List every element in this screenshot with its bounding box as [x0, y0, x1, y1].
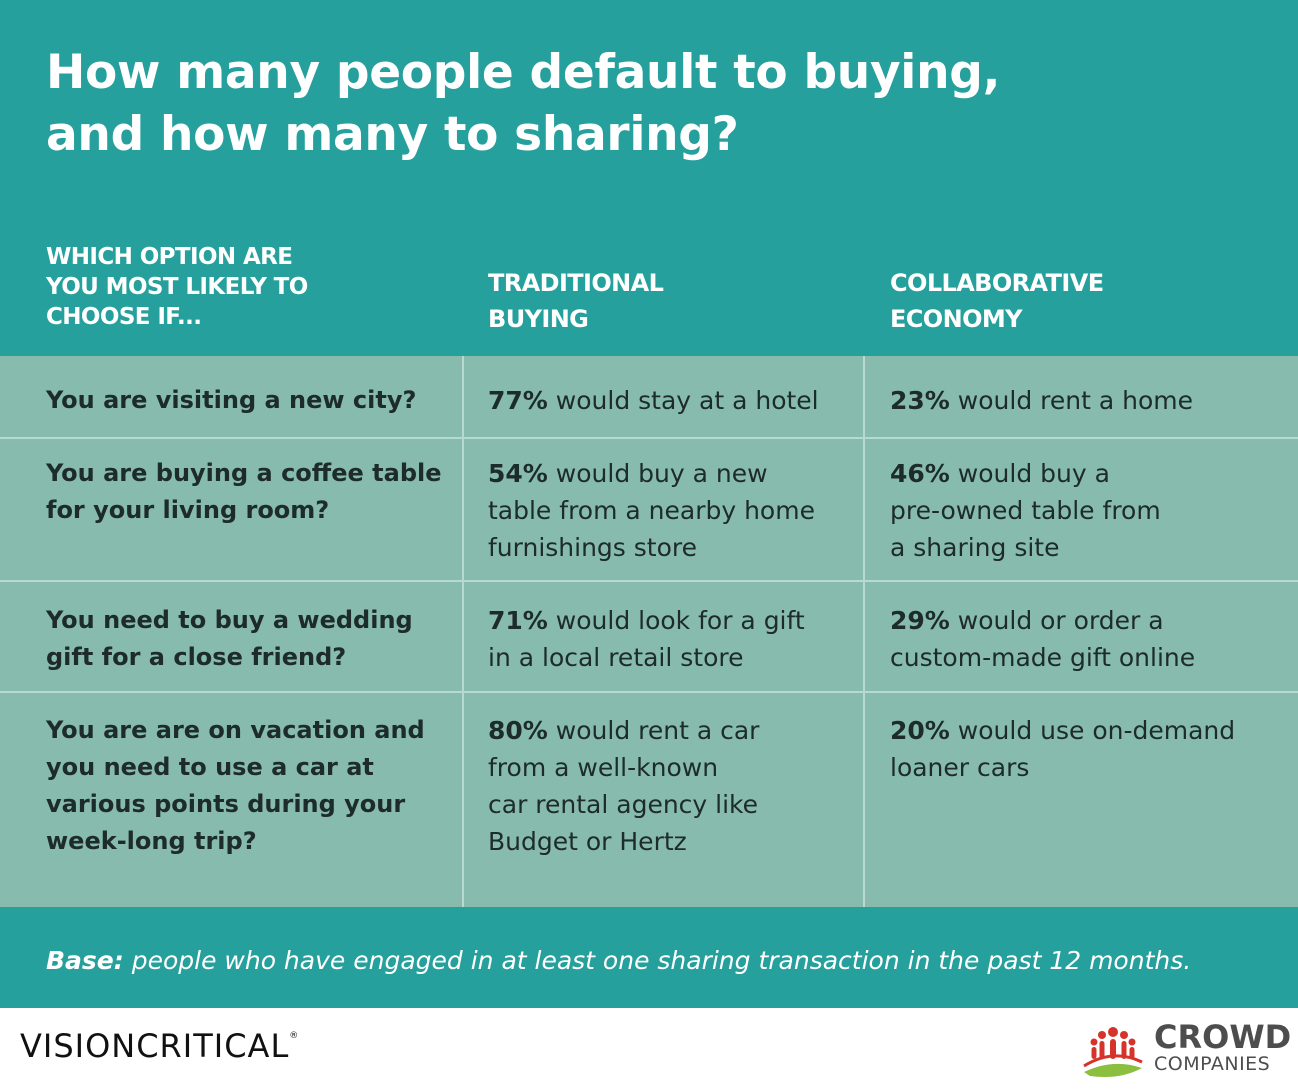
percent-value: 23% [890, 386, 950, 415]
visioncritical-logo: VISIONCRITICAL® [20, 1027, 299, 1065]
logo-text: VISIONCRITICAL [20, 1027, 290, 1065]
table-cell-traditional: 77% would stay at a hotel [488, 382, 819, 419]
logo-line-2: COMPANIES [1154, 1053, 1271, 1075]
percent-value: 80% [488, 716, 548, 745]
title-line: and how many to sharing? [46, 107, 739, 162]
column-divider [462, 356, 464, 907]
answer-text: would rent a car [547, 716, 760, 745]
answer-line: 29% would or order a [890, 602, 1195, 639]
column-header-question: WHICH OPTION ARE YOU MOST LIKELY TO CHOO… [46, 242, 308, 332]
question-line: week-long trip? [46, 827, 257, 855]
table-cell-collaborative: 23% would rent a home [890, 382, 1193, 419]
table-body [0, 356, 1298, 907]
answer-line: 46% would buy a [890, 455, 1161, 492]
row-divider [0, 580, 1298, 582]
header-line: ECONOMY [890, 305, 1023, 333]
title-line: How many people default to buying, [46, 45, 1001, 100]
header-line: BUYING [488, 305, 589, 333]
column-header-traditional: TRADITIONAL BUYING [488, 265, 664, 337]
answer-line: 54% would buy a new [488, 455, 815, 492]
table-cell-collaborative: 29% would or order a custom-made gift on… [890, 602, 1195, 676]
answer-text: would buy a new [547, 459, 768, 488]
question-line: gift for a close friend? [46, 643, 347, 671]
answer-line: 71% would look for a gift [488, 602, 805, 639]
table-cell-traditional: 71% would look for a gift in a local ret… [488, 602, 805, 676]
header-line: COLLABORATIVE [890, 269, 1104, 297]
answer-text: would rent a home [949, 386, 1193, 415]
header-line: CHOOSE IF... [46, 304, 202, 330]
question-line: you need to use a car at [46, 753, 374, 781]
crowd-people-icon [1083, 1027, 1143, 1077]
footnote-text: people who have engaged in at least one … [123, 946, 1192, 975]
answer-line: 80% would rent a car [488, 712, 759, 749]
row-divider [0, 691, 1298, 693]
answer-line: custom-made gift online [890, 643, 1196, 672]
column-divider [863, 356, 865, 907]
table-row-question: You are visiting a new city? [46, 382, 416, 419]
question-line: for your living room? [46, 496, 330, 524]
answer-text: would stay at a hotel [547, 386, 819, 415]
row-divider [0, 437, 1298, 439]
answer-line: a sharing site [890, 533, 1060, 562]
table-cell-collaborative: 46% would buy a pre-owned table from a s… [890, 455, 1161, 566]
registered-mark: ® [289, 1031, 300, 1041]
answer-line: from a well-known [488, 753, 719, 782]
answer-text: would look for a gift [547, 606, 805, 635]
answer-line: 23% would rent a home [890, 382, 1193, 419]
question-line: You are are on vacation and [46, 716, 425, 744]
crowd-companies-logo: CROWD COMPANIES [1080, 1018, 1291, 1084]
table-cell-traditional: 80% would rent a car from a well-known c… [488, 712, 759, 860]
chart-title: How many people default to buying, and h… [46, 42, 1196, 166]
table-row-question: You need to buy a wedding gift for a clo… [46, 602, 413, 676]
header-line: WHICH OPTION ARE [46, 244, 293, 270]
answer-line: loaner cars [890, 753, 1030, 782]
answer-text: would use on-demand [949, 716, 1236, 745]
percent-value: 20% [890, 716, 950, 745]
answer-line: 77% would stay at a hotel [488, 382, 819, 419]
answer-line: car rental agency like [488, 790, 759, 819]
answer-line: in a local retail store [488, 643, 744, 672]
table-row-question: You are buying a coffee table for your l… [46, 455, 442, 529]
question-line: You are visiting a new city? [46, 386, 417, 414]
answer-text: would or order a [949, 606, 1164, 635]
question-line: You are buying a coffee table [46, 459, 442, 487]
question-line: You need to buy a wedding [46, 606, 413, 634]
footnote-label: Base: [46, 946, 124, 975]
answer-line: pre-owned table from [890, 496, 1161, 525]
percent-value: 29% [890, 606, 950, 635]
answer-line: table from a nearby home [488, 496, 815, 525]
logo-line-1: CROWD [1154, 1018, 1292, 1056]
answer-line: 20% would use on-demand [890, 712, 1235, 749]
table-cell-traditional: 54% would buy a new table from a nearby … [488, 455, 815, 566]
column-header-collaborative: COLLABORATIVE ECONOMY [890, 265, 1104, 337]
answer-line: furnishings store [488, 533, 698, 562]
answer-text: would buy a [949, 459, 1110, 488]
percent-value: 46% [890, 459, 950, 488]
footnote: Base: people who have engaged in at leas… [46, 946, 1191, 975]
question-line: various points during your [46, 790, 406, 818]
table-cell-collaborative: 20% would use on-demand loaner cars [890, 712, 1235, 786]
answer-line: Budget or Hertz [488, 827, 687, 856]
header-line: TRADITIONAL [488, 269, 664, 297]
percent-value: 71% [488, 606, 548, 635]
percent-value: 54% [488, 459, 548, 488]
header-line: YOU MOST LIKELY TO [46, 274, 308, 300]
table-row-question: You are are on vacation and you need to … [46, 712, 425, 860]
percent-value: 77% [488, 386, 548, 415]
